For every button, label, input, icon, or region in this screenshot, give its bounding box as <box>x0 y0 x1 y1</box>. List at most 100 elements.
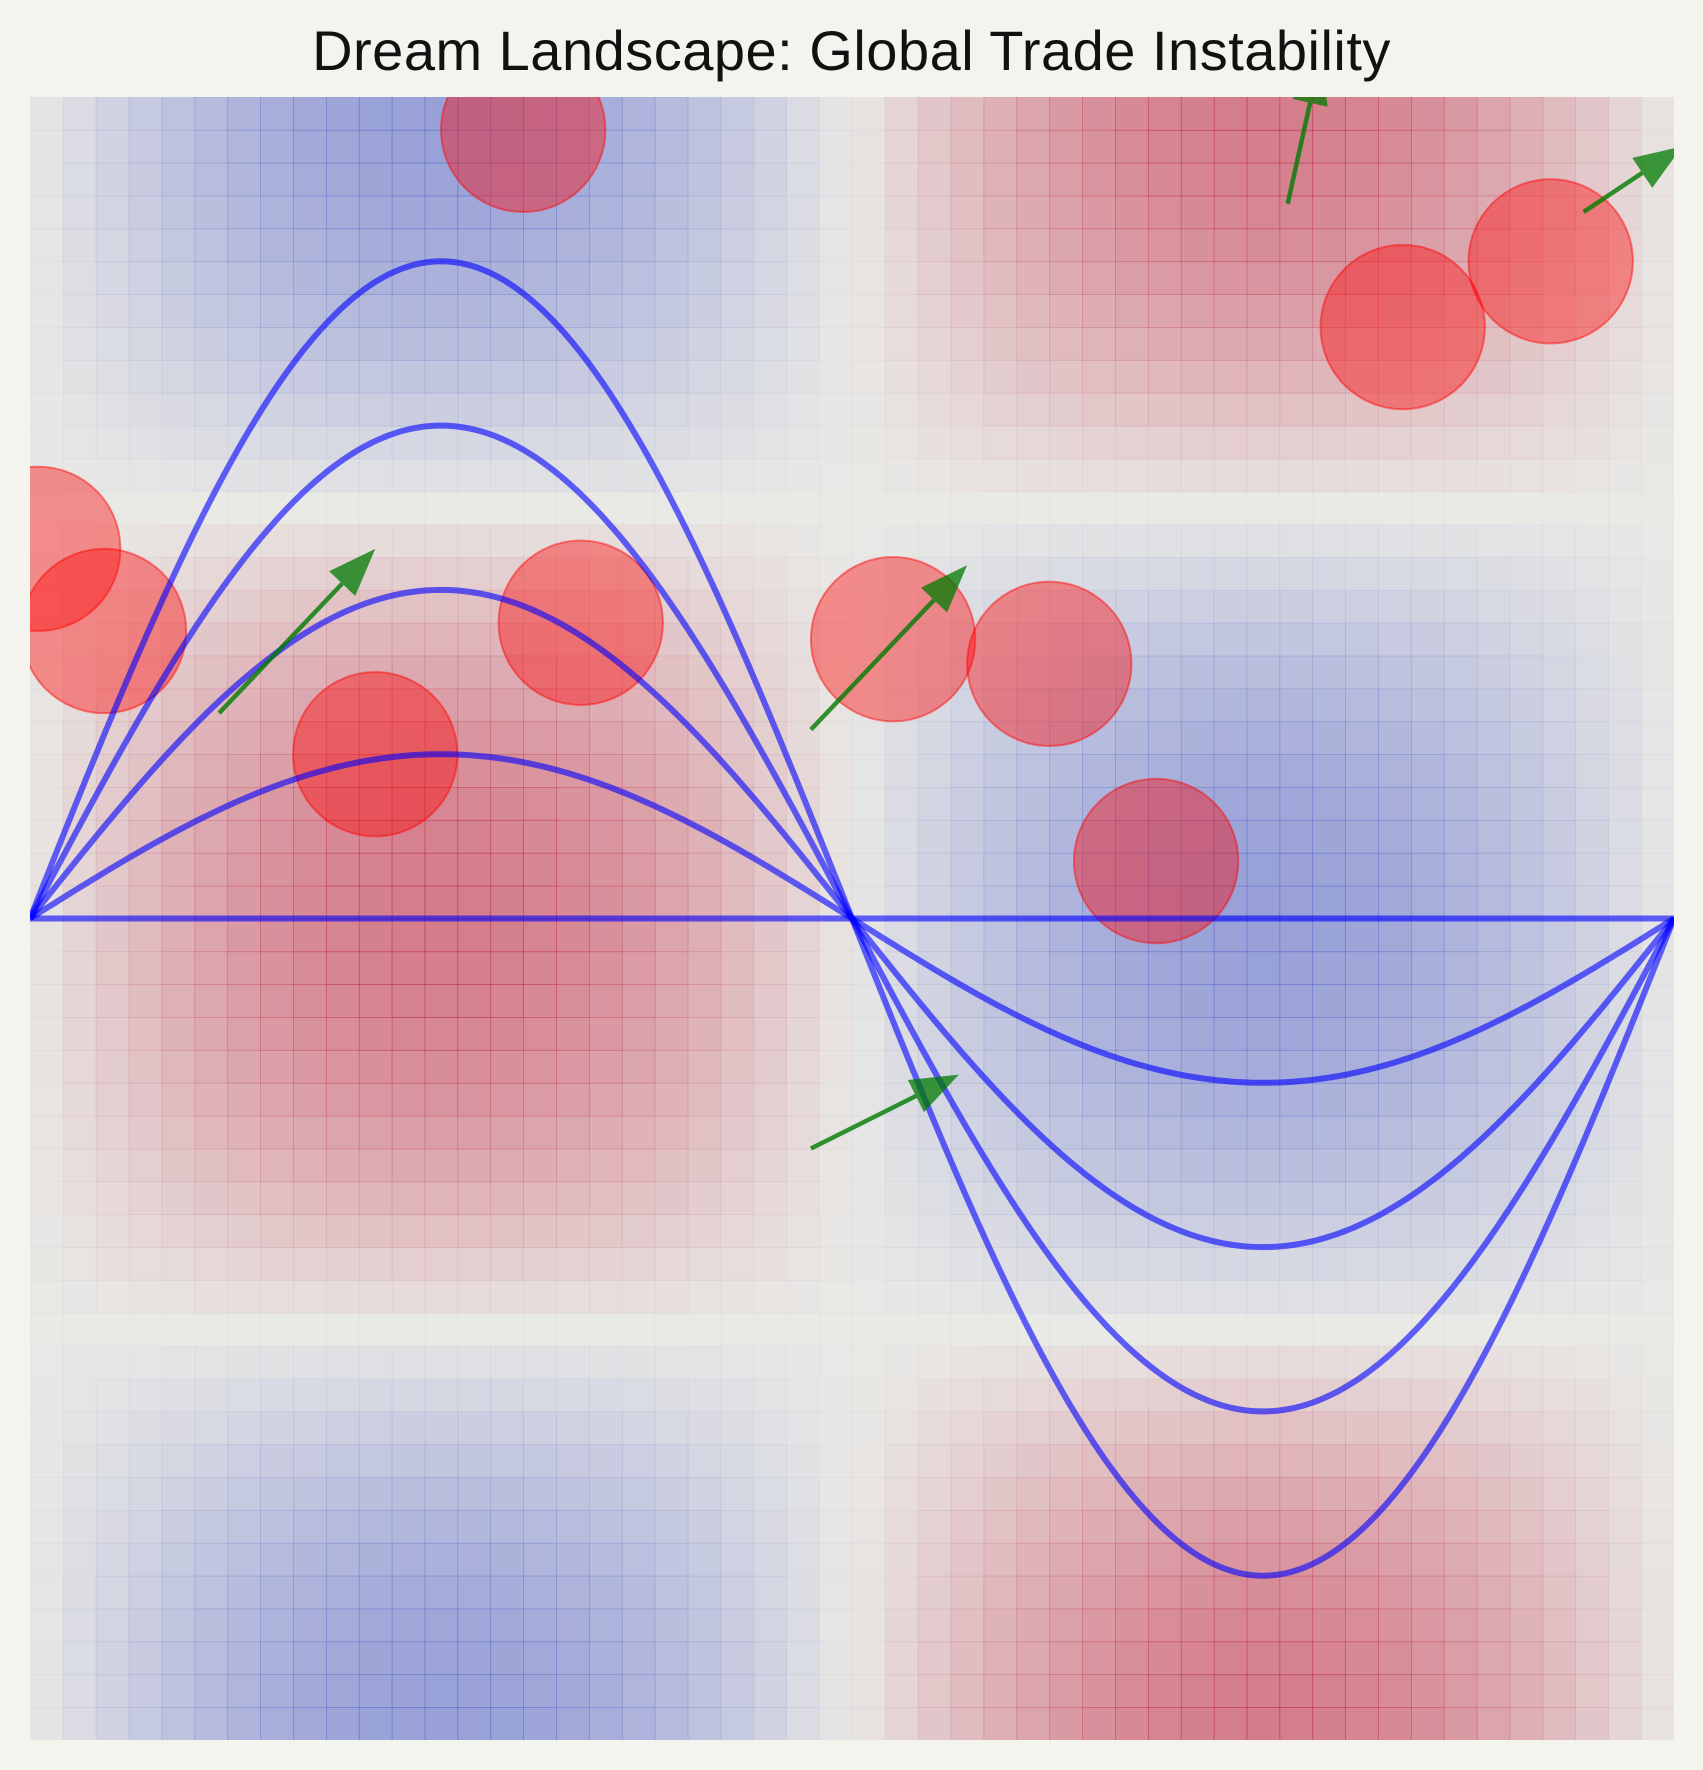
heatmap-cell <box>358 359 393 394</box>
heatmap-cell <box>227 359 261 394</box>
heatmap-cell <box>161 951 196 986</box>
heatmap-cell <box>424 557 459 591</box>
heatmap-cell <box>654 97 689 131</box>
heatmap-cell <box>556 557 590 591</box>
heatmap-cell <box>983 885 1018 920</box>
heatmap-cell <box>227 721 261 755</box>
heatmap-cell <box>1213 392 1248 427</box>
heatmap-cell <box>1016 1148 1051 1183</box>
heatmap-cell <box>588 1017 623 1051</box>
heatmap-cell <box>556 984 590 1018</box>
heatmap-cell <box>1115 885 1149 920</box>
heatmap-cell <box>128 1279 163 1314</box>
heatmap-cell <box>1115 294 1149 328</box>
heatmap-cell <box>62 359 97 394</box>
heatmap-cell <box>424 195 459 230</box>
heatmap-cell <box>62 1674 97 1708</box>
heatmap-cell <box>1147 1247 1182 1281</box>
heatmap-cell <box>654 228 689 263</box>
heatmap-cell <box>95 458 130 493</box>
heatmap-cell <box>786 918 820 953</box>
circle-marker-5 <box>30 547 188 715</box>
heatmap-cell <box>62 1181 97 1216</box>
heatmap-cell <box>556 1542 590 1577</box>
heatmap-cell <box>1115 1378 1149 1413</box>
heatmap-cell <box>1542 524 1577 558</box>
heatmap-cell <box>1542 294 1577 328</box>
heatmap-cell <box>1180 622 1215 657</box>
heatmap-cell <box>1312 1115 1346 1150</box>
heatmap-cell <box>424 1279 459 1314</box>
heatmap-cell <box>95 228 130 263</box>
heatmap-cell <box>1213 1477 1248 1511</box>
heatmap-cell <box>62 1082 97 1117</box>
heatmap-cell <box>786 162 820 197</box>
heatmap-cell <box>1575 1312 1610 1347</box>
heatmap-cell <box>523 1247 557 1281</box>
heatmap-cell <box>950 261 985 295</box>
heatmap-cell <box>194 1017 229 1051</box>
heatmap-cell <box>983 97 1018 131</box>
heatmap-cell <box>1608 261 1642 295</box>
heatmap-cell <box>1016 1477 1051 1511</box>
heatmap-cell <box>950 885 985 920</box>
heatmap-cell <box>786 1345 820 1380</box>
heatmap-cell <box>1575 819 1610 854</box>
heatmap-cell <box>490 1641 524 1676</box>
heatmap-cell <box>523 1181 557 1216</box>
heatmap-cell <box>1641 885 1674 920</box>
heatmap-cell <box>852 1477 886 1511</box>
heatmap-cell <box>654 721 689 755</box>
heatmap-cell <box>490 787 524 821</box>
heatmap-cell <box>95 1017 130 1051</box>
heatmap-cell <box>128 524 163 558</box>
heatmap-cell <box>95 491 130 525</box>
heatmap-cell <box>1312 688 1346 723</box>
heatmap-cell <box>161 984 196 1018</box>
heatmap-cell <box>1213 1148 1248 1183</box>
heatmap-cell <box>1213 524 1248 558</box>
heatmap-cell <box>1312 852 1346 887</box>
heatmap-cell <box>1147 359 1182 394</box>
heatmap-cell <box>1082 1115 1116 1150</box>
heatmap-cell <box>1410 1509 1445 1544</box>
heatmap-cell <box>720 458 755 493</box>
heatmap-cell <box>1345 97 1379 131</box>
heatmap-cell <box>457 1214 492 1248</box>
heatmap-cell <box>95 1575 130 1610</box>
heatmap-cell <box>1641 1641 1674 1676</box>
heatmap-cell <box>917 162 952 197</box>
heatmap-cell <box>1608 589 1642 624</box>
heatmap-cell <box>1016 918 1051 953</box>
heatmap-cell <box>1180 721 1215 755</box>
heatmap-cell <box>1542 1575 1577 1610</box>
heatmap-cell <box>1180 359 1215 394</box>
heatmap-cell <box>30 1674 64 1708</box>
heatmap-cell <box>424 1608 459 1643</box>
heatmap-cell <box>1016 754 1051 788</box>
heatmap-cell <box>1476 951 1511 986</box>
heatmap-cell <box>1542 589 1577 624</box>
heatmap-cell <box>1443 1444 1478 1478</box>
heatmap-cell <box>391 655 426 690</box>
heatmap-cell <box>227 162 261 197</box>
heatmap-cell <box>1213 852 1248 887</box>
heatmap-cell <box>1246 425 1281 460</box>
heatmap-cell <box>95 819 130 854</box>
heatmap-cell <box>1378 1247 1412 1281</box>
heatmap-cell <box>720 885 755 920</box>
heatmap-cell <box>1312 819 1346 854</box>
heatmap-cell <box>260 1378 294 1413</box>
heatmap-cell <box>786 1279 820 1314</box>
heatmap-cell <box>325 1444 360 1478</box>
heatmap-cell <box>1575 1247 1610 1281</box>
heatmap-cell <box>325 97 360 131</box>
heatmap-cell <box>128 984 163 1018</box>
heatmap-cell <box>391 1378 426 1413</box>
heatmap-cell <box>1542 162 1577 197</box>
heatmap-cell <box>983 557 1018 591</box>
heatmap-cell <box>852 392 886 427</box>
heatmap-cell <box>1608 524 1642 558</box>
heatmap-cell <box>1246 261 1281 295</box>
heatmap-cell <box>1049 951 1083 986</box>
